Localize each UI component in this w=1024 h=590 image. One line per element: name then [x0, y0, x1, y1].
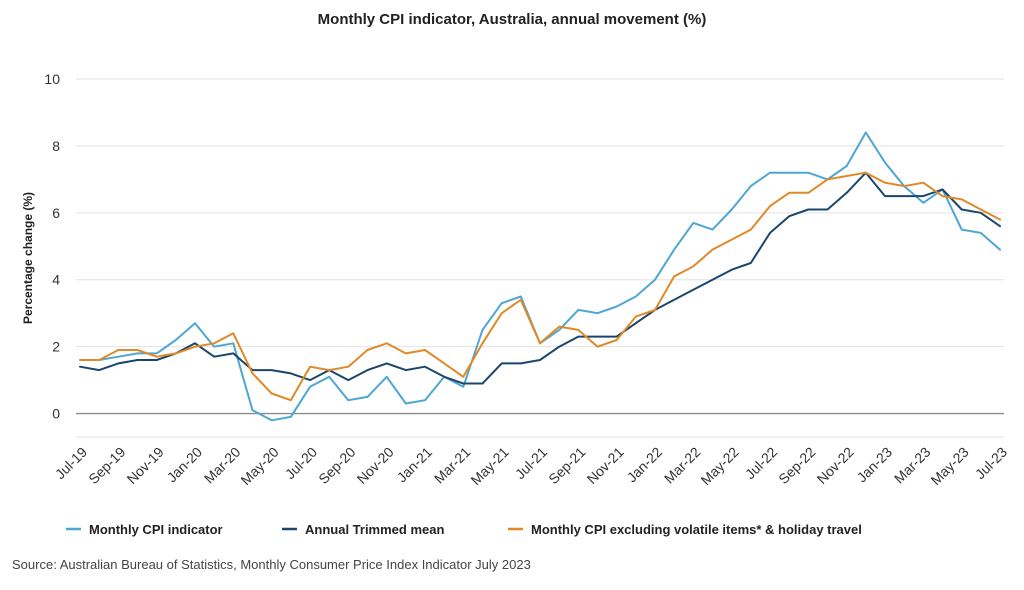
- x-tick-label: May-20: [237, 444, 281, 488]
- x-tick-label: May-21: [467, 444, 511, 488]
- x-tick-label: Sep-19: [85, 444, 128, 487]
- y-tick-label: 0: [52, 406, 60, 422]
- x-tick-label: Jan-23: [854, 444, 896, 486]
- x-tick-label: Sep-21: [545, 444, 588, 487]
- x-tick-label: Jul-23: [972, 444, 1010, 482]
- y-tick-label: 10: [44, 71, 60, 87]
- x-tick-label: Jan-20: [164, 444, 206, 486]
- legend-label: Annual Trimmed mean: [305, 522, 444, 537]
- series-line-3: [79, 171, 1001, 402]
- x-tick-label: Nov-22: [814, 444, 857, 487]
- gridlines: [76, 78, 1004, 438]
- y-tick-label: 4: [52, 272, 60, 288]
- series-line-2: [79, 171, 1001, 385]
- x-tick-label: Mar-20: [201, 444, 244, 487]
- chart-title: Monthly CPI indicator, Australia, annual…: [317, 11, 707, 28]
- x-tick-label: Nov-21: [584, 444, 627, 487]
- y-axis-ticks: 0 2 4 6 8 10: [44, 71, 60, 422]
- x-tick-label: Jan-21: [394, 444, 436, 486]
- legend-label: Monthly CPI indicator: [89, 522, 223, 537]
- legend-label: Monthly CPI excluding volatile items* & …: [531, 522, 862, 537]
- x-tick-label: May-22: [697, 444, 741, 488]
- x-tick-label: Jan-22: [624, 444, 666, 486]
- x-tick-label: Nov-19: [124, 444, 167, 487]
- x-tick-label: Mar-21: [431, 444, 474, 487]
- source-note: Source: Australian Bureau of Statistics,…: [12, 557, 531, 572]
- y-tick-label: 8: [52, 138, 60, 154]
- legend: Monthly CPI indicator Annual Trimmed mean…: [66, 522, 862, 537]
- x-tick-label: Mar-23: [891, 444, 934, 487]
- x-tick-label: Mar-22: [661, 444, 704, 487]
- series-lines: [79, 131, 1001, 422]
- x-tick-label: Nov-20: [354, 444, 397, 487]
- y-tick-label: 2: [52, 339, 60, 355]
- y-axis-title: Percentage change (%): [21, 192, 35, 324]
- x-tick-label: May-23: [927, 444, 971, 488]
- y-tick-label: 6: [52, 205, 60, 221]
- x-tick-label: Sep-20: [315, 444, 358, 487]
- x-tick-label: Sep-22: [775, 444, 818, 487]
